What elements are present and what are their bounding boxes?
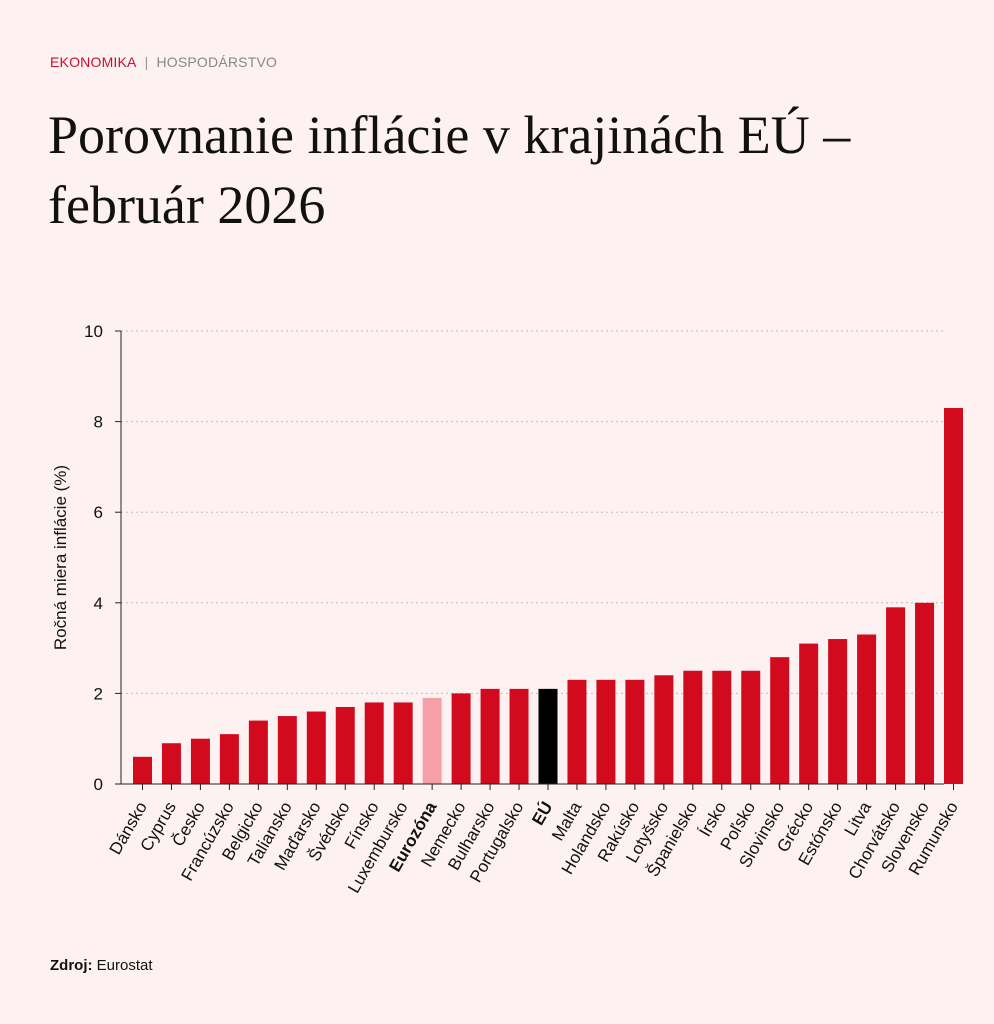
bar-maďarsko[interactable] (306, 711, 326, 784)
bar-írsko[interactable] (712, 670, 732, 784)
bar-slovinsko[interactable] (770, 657, 790, 784)
bar-chorvátsko[interactable] (886, 607, 906, 784)
bar-eurozóna[interactable] (422, 697, 442, 784)
bar-dánsko[interactable] (133, 756, 152, 784)
bar-fínsko[interactable] (364, 702, 384, 784)
section-kicker: EKONOMIKA | HOSPODÁRSTVO (50, 54, 277, 70)
bar-litva[interactable] (857, 634, 877, 784)
bar-estónsko[interactable] (828, 639, 848, 784)
x-tick-label: EÚ (528, 799, 556, 829)
y-tick-label: 8 (94, 413, 103, 432)
kicker-separator: | (144, 54, 149, 70)
y-tick-label: 2 (94, 684, 103, 703)
bar-bulharsko[interactable] (480, 688, 500, 784)
bar-slovensko[interactable] (915, 602, 935, 784)
bar-švédsko[interactable] (335, 706, 355, 784)
bar-rakúsko[interactable] (625, 679, 645, 784)
source-label: Zdroj: (50, 957, 93, 974)
bar-španielsko[interactable] (683, 670, 703, 784)
bar-česko[interactable] (190, 738, 210, 784)
bar-nemecko[interactable] (451, 693, 471, 784)
bar-belgicko[interactable] (248, 720, 268, 784)
source-value: Eurostat (96, 957, 153, 974)
y-tick-label: 10 (84, 322, 103, 341)
y-tick-label: 6 (94, 503, 103, 522)
axis-layer (115, 330, 954, 790)
bar-poľsko[interactable] (741, 670, 761, 784)
bar-grécko[interactable] (799, 643, 819, 784)
bar-malta[interactable] (567, 679, 587, 784)
bar-portugalsko[interactable] (509, 688, 529, 784)
bar-holandsko[interactable] (596, 679, 616, 784)
bar-layer (133, 408, 963, 784)
grid-layer (121, 330, 944, 694)
bar-francúzsko[interactable] (219, 734, 239, 784)
bar-rumunsko[interactable] (944, 408, 963, 784)
bar-luxembursko[interactable] (393, 702, 413, 784)
bar-cyprus[interactable] (161, 743, 181, 784)
page-title: Porovnanie inflácie v krajinách EÚ – feb… (48, 105, 851, 235)
source-note: Zdroj: Eurostat (50, 957, 153, 974)
y-axis-title: Ročná miera inflácie (%) (51, 465, 70, 650)
bar-eú[interactable] (538, 688, 558, 784)
category-label[interactable]: EKONOMIKA (50, 54, 137, 70)
bar-taliansko[interactable] (277, 716, 297, 784)
bar-lotyšsko[interactable] (654, 675, 674, 784)
y-tick-label: 4 (94, 594, 103, 613)
subcategory-label[interactable]: HOSPODÁRSTVO (156, 54, 278, 70)
y-tick-label: 0 (94, 775, 103, 794)
